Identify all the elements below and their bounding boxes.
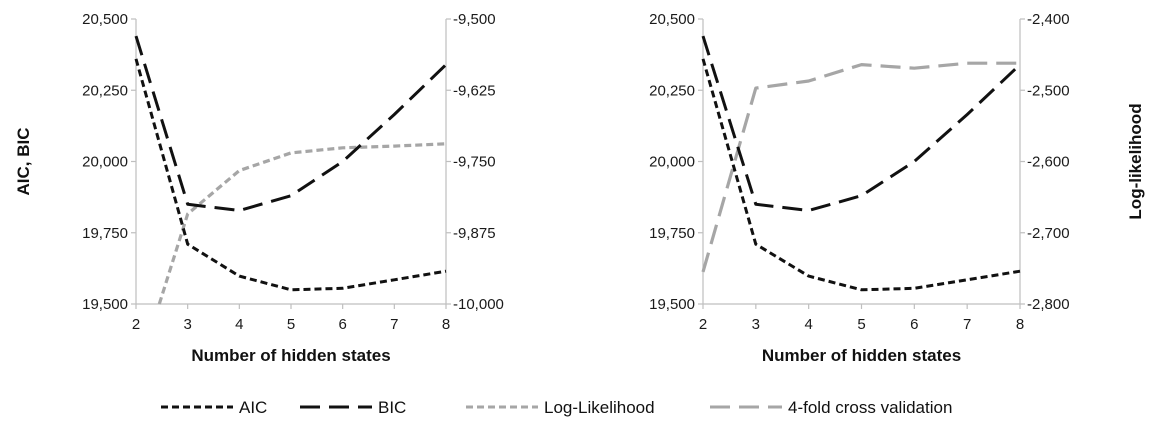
x-axis-title: Number of hidden states — [762, 346, 961, 365]
x-tick-label: 8 — [1016, 316, 1024, 333]
x-tick-label: 6 — [338, 316, 346, 333]
left-y-tick-label: 19,500 — [82, 296, 128, 313]
legend-label-4-fold-cross-validation: 4-fold cross validation — [788, 398, 952, 417]
left-y-tick-label: 19,750 — [649, 225, 695, 242]
x-tick-label: 5 — [287, 316, 295, 333]
left-y-tick-label: 20,500 — [649, 11, 695, 28]
x-tick-label: 8 — [442, 316, 450, 333]
x-tick-label: 4 — [804, 316, 812, 333]
legend-label-aic: AIC — [239, 398, 267, 417]
series-line-aic — [701, 58, 1021, 292]
x-tick-label: 2 — [699, 316, 707, 333]
series-line-aic — [134, 58, 447, 292]
x-tick-label: 5 — [857, 316, 865, 333]
left-y-axis-title: AIC, BIC — [14, 128, 33, 196]
series-line-bic — [701, 35, 1022, 212]
left-y-tick-label: 20,000 — [82, 154, 128, 171]
x-tick-label: 6 — [910, 316, 918, 333]
series-line-log-likelihood — [157, 142, 447, 305]
legend-label-bic: BIC — [378, 398, 406, 417]
legend-label-log-likelihood: Log-Likelihood — [544, 398, 655, 417]
x-axis-title: Number of hidden states — [191, 346, 390, 365]
right-y-tick-label: -9,875 — [453, 225, 496, 242]
series-line-bic — [134, 35, 448, 212]
x-tick-label: 7 — [963, 316, 971, 333]
x-tick-label: 2 — [132, 316, 140, 333]
chart-panel-left: 20,500 20,250 20,000 19,750 19,500 -9,500 -9,6… — [14, 11, 504, 365]
left-y-tick-label: 19,500 — [649, 296, 695, 313]
right-y-tick-label: -9,750 — [453, 154, 496, 171]
right-y-tick-label: -9,500 — [453, 11, 496, 28]
right-y-tick-label: -2,600 — [1027, 154, 1070, 171]
chart-panel-right: 20,500 20,250 20,000 19,750 19,500 -2,400 -2,5… — [649, 11, 1145, 365]
left-y-tick-label: 20,000 — [649, 154, 695, 171]
right-y-tick-label: -2,700 — [1027, 225, 1070, 242]
x-tick-label: 4 — [235, 316, 243, 333]
right-y-tick-label: -10,000 — [453, 296, 504, 313]
right-y-tick-label: -9,625 — [453, 82, 496, 99]
right-y-tick-label: -2,500 — [1027, 82, 1070, 99]
left-y-tick-label: 20,250 — [649, 82, 695, 99]
legend: AIC BIC Log-Likelihood 4-fold cross validat… — [161, 398, 952, 417]
left-y-tick-label: 19,750 — [82, 225, 128, 242]
left-y-tick-label: 20,250 — [82, 82, 128, 99]
x-tick-label: 7 — [390, 316, 398, 333]
x-tick-label: 3 — [752, 316, 760, 333]
right-y-axis-title: Log-likelihood — [1126, 103, 1145, 219]
right-y-tick-label: -2,800 — [1027, 296, 1070, 313]
x-tick-label: 3 — [183, 316, 191, 333]
right-y-tick-label: -2,400 — [1027, 11, 1070, 28]
series-line-4-fold-cross-validation — [701, 61, 1020, 273]
left-y-tick-label: 20,500 — [82, 11, 128, 28]
